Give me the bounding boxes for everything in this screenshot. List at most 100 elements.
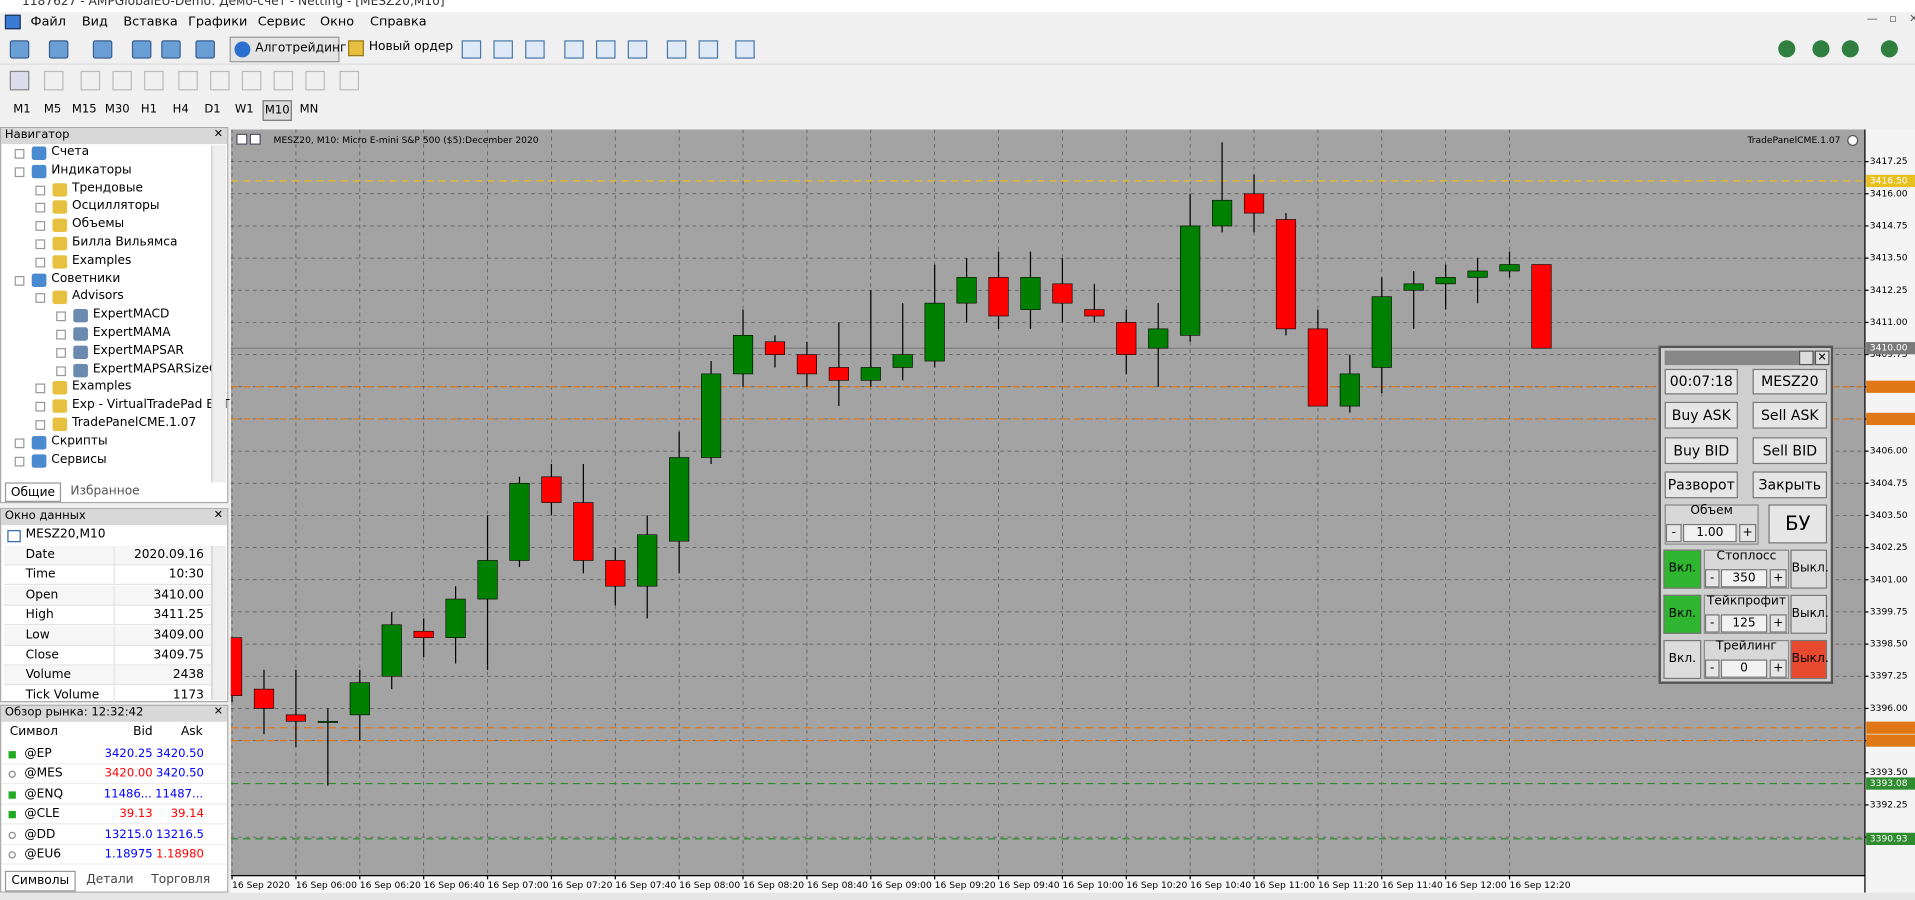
symbol-row[interactable]	[1, 745, 228, 765]
symbol-button[interactable]: MESZ20	[1752, 368, 1828, 395]
menu-item[interactable]: Вставка	[123, 14, 178, 30]
tree-item[interactable]: Advisors	[72, 289, 124, 304]
menu-item[interactable]: Окно	[319, 14, 355, 30]
symbol[interactable]: @DD	[24, 827, 56, 841]
tree-item[interactable]: ExpertMAPSARSizeOp	[92, 362, 227, 376]
tree-item[interactable]: Счета	[51, 145, 90, 159]
minimize-button[interactable]	[1798, 350, 1814, 366]
menu-item[interactable]: Справка	[370, 14, 427, 30]
symbol-row[interactable]	[1, 765, 228, 785]
tree-expander[interactable]	[14, 275, 25, 286]
drawing-tool[interactable]	[339, 70, 360, 91]
tree-item[interactable]: TradePanelCME.1.07	[72, 416, 197, 430]
drawing-tool[interactable]	[241, 70, 262, 91]
menu-item[interactable]: Вид	[81, 14, 108, 30]
drawing-tool[interactable]	[112, 70, 132, 91]
timeframe-button[interactable]: MN	[299, 102, 319, 117]
toolbar-icon[interactable]	[195, 40, 215, 59]
toolbar-icon[interactable]	[9, 40, 30, 59]
setting-plus[interactable]: +	[1769, 569, 1787, 588]
toolbar-icon[interactable]	[48, 40, 69, 59]
off-button[interactable]: Выкл.	[1790, 594, 1829, 634]
tree-item[interactable]: Скрипты	[51, 434, 108, 448]
drawing-tool[interactable]	[305, 70, 325, 91]
tree-item[interactable]: Осцилляторы	[72, 199, 160, 213]
trade-button[interactable]: Buy ASK	[1664, 401, 1738, 429]
tree-expander[interactable]	[35, 203, 46, 213]
menu-item[interactable]: Файл	[30, 14, 66, 30]
algo-button[interactable]: Алготрейдинг	[229, 36, 346, 63]
toolbar-icon[interactable]	[627, 40, 648, 59]
symbol[interactable]: @CLE	[24, 807, 60, 821]
toolbar-icon[interactable]	[525, 40, 545, 59]
tree-item[interactable]: Трендовые	[72, 181, 144, 195]
toolbar-icon[interactable]	[493, 40, 513, 59]
timeframe-button[interactable]: D1	[204, 102, 221, 117]
setting-minus[interactable]: -	[1704, 659, 1720, 678]
setting-value[interactable]: 350	[1720, 569, 1768, 588]
volume-plus[interactable]: +	[1739, 523, 1757, 543]
timeframe-button[interactable]: W1	[234, 102, 254, 117]
tree-expander[interactable]	[56, 311, 66, 322]
panel-tab[interactable]: Детали	[86, 873, 134, 887]
tree-item[interactable]: Индикаторы	[51, 163, 132, 177]
tree-item[interactable]: Exp - VirtualTradePad EXT	[72, 398, 230, 412]
volume-minus[interactable]: -	[1665, 523, 1682, 543]
menu-item[interactable]: Графики	[188, 14, 248, 30]
panel-tab[interactable]: Общие	[4, 482, 62, 502]
panel-tab[interactable]: Символы	[4, 870, 76, 892]
be-button[interactable]: БУ	[1768, 504, 1828, 544]
timeframe-button[interactable]: H4	[172, 102, 189, 117]
symbol[interactable]: @EP	[24, 747, 52, 761]
tree-item[interactable]: Examples	[72, 253, 132, 268]
drawing-tool[interactable]	[144, 70, 164, 91]
timer[interactable]: 00:07:18	[1664, 368, 1738, 395]
trade-button[interactable]: Sell BID	[1752, 436, 1828, 464]
timeframe-button[interactable]: M30	[104, 102, 130, 117]
setting-label[interactable]: Стоплосс	[1716, 549, 1777, 564]
window-control[interactable]: ▫	[1889, 13, 1897, 26]
toolbar-icon[interactable]	[161, 40, 181, 59]
on-button[interactable]: Вкл.	[1663, 594, 1702, 634]
close-button[interactable]: ✕	[1814, 350, 1830, 366]
tree-item[interactable]: Объемы	[72, 217, 125, 232]
tree-expander[interactable]	[14, 438, 25, 448]
window-control[interactable]: —	[1866, 13, 1878, 26]
new-order-button[interactable]: Новый ордер	[344, 37, 453, 63]
toolbar-icon[interactable]	[1880, 40, 1898, 58]
drawing-tool[interactable]	[210, 70, 230, 91]
timeframe-button[interactable]: M15	[71, 102, 97, 117]
timeframe-button[interactable]: M1	[13, 102, 31, 117]
tree-expander[interactable]	[35, 257, 46, 268]
tree-expander[interactable]	[56, 365, 66, 376]
symbol-row[interactable]	[1, 785, 228, 805]
off-button[interactable]: Выкл.	[1790, 639, 1829, 680]
setting-plus[interactable]: +	[1769, 614, 1787, 633]
toolbar-icon[interactable]	[564, 40, 584, 59]
tree-expander[interactable]	[35, 402, 46, 412]
column-header[interactable]: Символ	[9, 725, 58, 739]
panel-tab[interactable]: Избранное	[70, 484, 140, 499]
tree-expander[interactable]	[14, 456, 25, 467]
symbol-row[interactable]	[1, 825, 228, 845]
close-button[interactable]: ✕	[213, 128, 223, 141]
drawing-tool[interactable]	[178, 70, 198, 91]
tree-item[interactable]: Examples	[72, 380, 132, 394]
drawing-tool[interactable]	[273, 70, 294, 91]
off-button[interactable]: Выкл.	[1790, 549, 1829, 589]
toolbar-icon[interactable]	[92, 40, 113, 59]
close-button[interactable]: ✕	[213, 705, 223, 719]
setting-label[interactable]: Тейкпрофит	[1706, 594, 1786, 609]
trade-button[interactable]: Закрыть	[1752, 471, 1828, 499]
tree-item[interactable]: ExpertMAPSAR	[92, 344, 184, 358]
tree-expander[interactable]	[35, 383, 46, 394]
trade-button[interactable]: Sell ASK	[1752, 401, 1828, 429]
tree-expander[interactable]	[56, 329, 66, 340]
column-header[interactable]: Bid	[133, 725, 153, 739]
toolbar-icon[interactable]	[698, 40, 719, 59]
toolbar-icon[interactable]	[735, 40, 755, 59]
window-control[interactable]: ✕	[1905, 13, 1915, 30]
toolbar-icon[interactable]	[461, 40, 482, 59]
symbol-row[interactable]	[1, 805, 228, 825]
tree-expander[interactable]	[35, 221, 46, 232]
